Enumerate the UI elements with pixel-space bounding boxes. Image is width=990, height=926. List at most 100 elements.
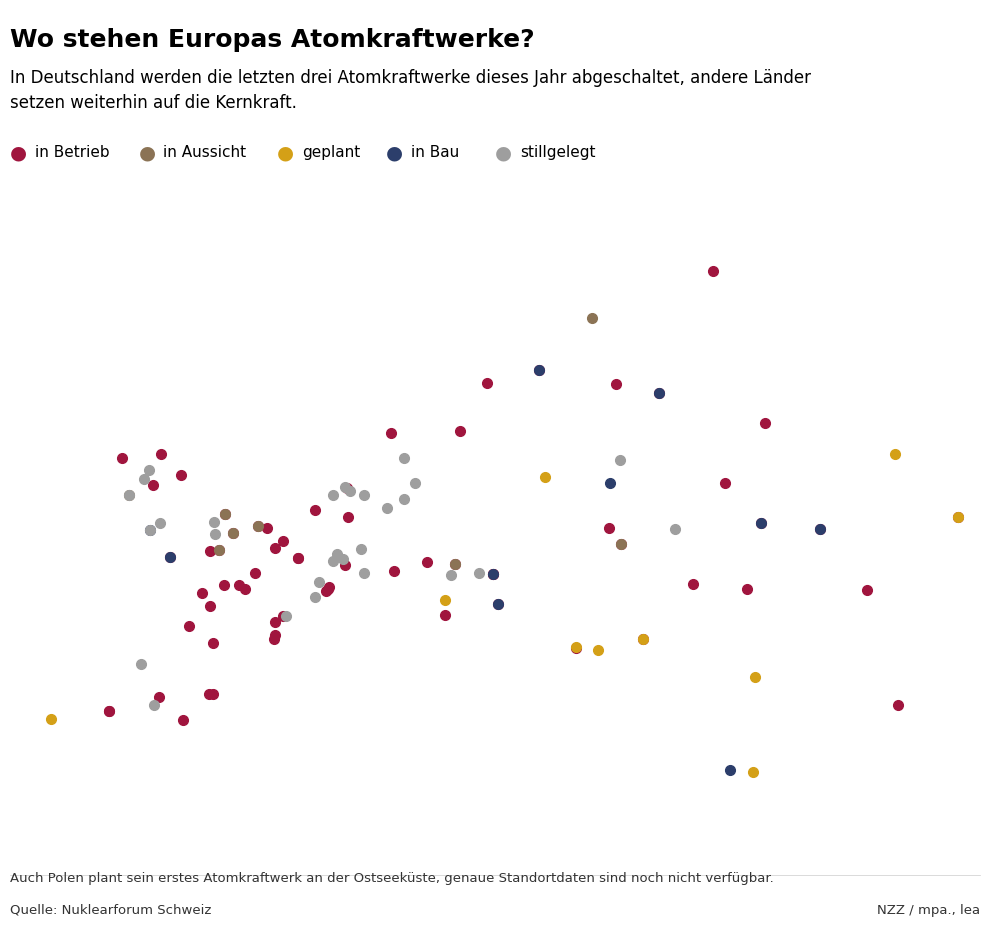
Point <box>121 487 137 502</box>
Point <box>752 515 768 530</box>
Point <box>330 546 346 561</box>
Point <box>757 416 773 431</box>
Text: in Bau: in Bau <box>411 145 459 160</box>
Point <box>137 471 152 486</box>
Point <box>352 542 368 557</box>
Point <box>685 576 701 591</box>
Point <box>887 446 903 461</box>
Text: in Betrieb: in Betrieb <box>35 145 109 160</box>
Point <box>202 544 218 558</box>
Point <box>307 503 323 518</box>
Point <box>636 632 651 646</box>
Point <box>162 549 178 564</box>
Point <box>202 598 218 613</box>
Point <box>567 640 583 655</box>
Point <box>446 557 462 571</box>
Point <box>356 566 372 581</box>
Point <box>396 450 412 465</box>
Point <box>226 526 242 541</box>
Point <box>290 551 306 566</box>
Point <box>612 453 628 468</box>
Point <box>205 635 221 650</box>
Text: ●: ● <box>495 144 512 162</box>
Point <box>812 521 828 536</box>
Point <box>143 522 158 537</box>
Point <box>584 310 600 325</box>
Point <box>356 488 372 503</box>
Point <box>341 509 356 524</box>
Point <box>419 555 435 569</box>
Point <box>437 608 452 623</box>
Point <box>812 521 828 536</box>
Point <box>259 520 275 535</box>
Point <box>151 516 167 531</box>
Point <box>950 509 966 524</box>
Point <box>590 643 606 657</box>
Point <box>102 704 118 719</box>
Point <box>321 580 337 594</box>
Point <box>650 386 666 401</box>
Point <box>444 568 459 582</box>
Point <box>267 627 283 642</box>
Point <box>143 522 158 537</box>
Point <box>326 487 342 502</box>
Text: ●: ● <box>386 144 403 162</box>
Point <box>490 596 506 611</box>
Point <box>175 713 191 728</box>
Point <box>121 487 137 502</box>
Point <box>890 698 906 713</box>
Point <box>383 426 399 441</box>
Point <box>146 478 161 493</box>
Text: ●: ● <box>139 144 155 162</box>
Point <box>379 500 395 515</box>
Point <box>446 557 462 571</box>
Point <box>102 704 118 719</box>
Point <box>609 376 625 391</box>
Point <box>326 554 342 569</box>
Point <box>950 509 966 524</box>
Text: Wo stehen Europas Atomkraftwerke?: Wo stehen Europas Atomkraftwerke? <box>10 28 535 52</box>
Point <box>180 619 196 633</box>
Point <box>717 476 733 491</box>
Point <box>217 507 233 521</box>
Point <box>211 542 227 557</box>
Point <box>153 446 169 461</box>
Point <box>490 596 506 611</box>
Point <box>343 483 358 498</box>
Text: ●: ● <box>10 144 27 162</box>
Point <box>278 609 294 624</box>
Point <box>531 363 546 378</box>
Point <box>311 575 327 590</box>
Point <box>613 537 629 552</box>
Point <box>250 519 266 534</box>
Point <box>337 557 352 572</box>
Text: geplant: geplant <box>302 145 360 160</box>
Point <box>150 690 166 705</box>
Point <box>396 492 412 507</box>
Point <box>307 590 323 605</box>
Point <box>602 476 618 491</box>
Point <box>275 533 291 548</box>
Text: in Aussicht: in Aussicht <box>163 145 247 160</box>
Point <box>206 686 222 701</box>
Point <box>290 551 306 566</box>
Point <box>531 363 546 378</box>
Point <box>636 632 651 646</box>
Point <box>484 567 500 582</box>
Point <box>211 542 227 557</box>
Point <box>386 564 402 579</box>
Point <box>267 540 283 555</box>
Text: NZZ / mpa., lea: NZZ / mpa., lea <box>877 904 980 917</box>
Text: stillgelegt: stillgelegt <box>520 145 595 160</box>
Point <box>232 578 248 593</box>
Point <box>601 520 617 535</box>
Point <box>338 480 353 494</box>
Point <box>567 640 583 655</box>
Point <box>44 711 59 726</box>
Point <box>194 586 210 601</box>
Point <box>336 552 351 567</box>
Point <box>201 687 217 702</box>
Point <box>173 468 189 482</box>
Point <box>484 567 500 582</box>
Point <box>739 582 754 596</box>
